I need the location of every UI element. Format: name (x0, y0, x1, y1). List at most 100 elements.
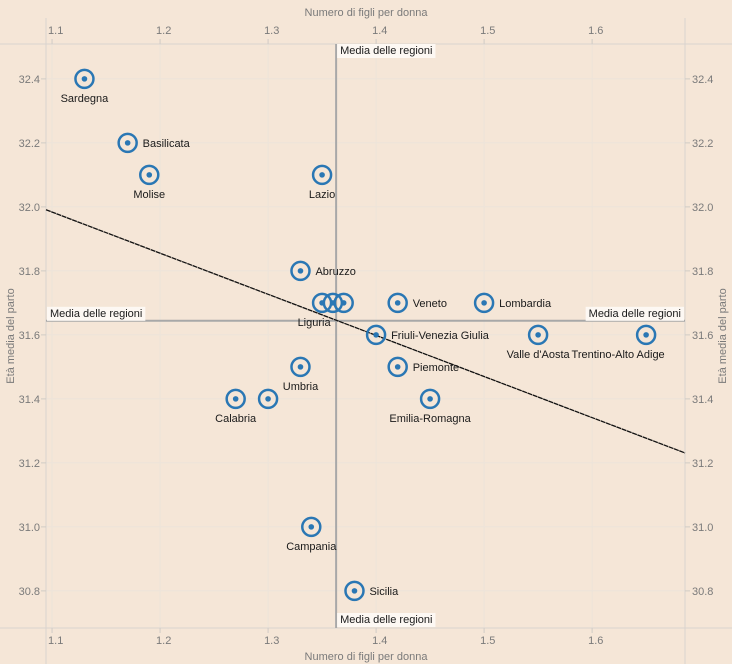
reference-labels: Media delle regioni Media delle regioni Me… (47, 44, 684, 627)
data-point-ring (74, 68, 95, 90)
x-axis-title-bottom: Numero di figli per donna (305, 651, 429, 663)
data-point-ring (257, 388, 279, 410)
data-point-dot (124, 140, 131, 146)
y-tick-label-left: 31.6 (19, 330, 40, 342)
point-label: Liguria (298, 317, 332, 329)
data-point-ring (387, 292, 408, 314)
point-label: Emilia-Romagna (389, 413, 471, 425)
data-point-dot (319, 172, 325, 178)
y-tick-label-right: 31.8 (692, 266, 713, 278)
grid (46, 44, 685, 628)
data-point-ring (344, 580, 365, 602)
y-axis-left: 30.8 31.0 31.2 31.4 31.6 31.8 32.0 32.2 32.4 (19, 74, 46, 598)
x-mean-label-top: Media delle regioni (340, 45, 432, 57)
point-label: Friuli-Venezia Giulia (391, 330, 490, 342)
data-point-dot (351, 588, 358, 594)
data-point-dot (643, 332, 649, 338)
x-mean-label-bottom-background (337, 613, 436, 627)
point-labels: Sardegna Basilicata Molise Lazio Abruzzo Ligu… (61, 93, 665, 598)
data-point-ring (225, 388, 246, 410)
trend-line-group (45, 209, 686, 454)
y-axis-title-right: Età media del parto (717, 288, 729, 383)
x-tick-label-top: 1.4 (372, 25, 387, 37)
y-mean-label-left: Media delle regioni (50, 308, 142, 320)
point-label: Lazio (309, 189, 335, 201)
data-point-dot (394, 300, 401, 306)
data-point-ring (473, 292, 495, 314)
y-tick-label-left: 31.2 (19, 458, 40, 470)
reference-lines (46, 44, 685, 628)
data-point-ring (301, 516, 322, 538)
trend-line (45, 209, 686, 454)
plot-frame (0, 18, 732, 664)
y-mean-label-left-background (47, 306, 146, 321)
y-tick-label-right: 31.6 (692, 330, 713, 342)
x-tick-label-top: 1.5 (480, 25, 495, 37)
data-point-ring (290, 260, 311, 282)
data-point-ring (365, 324, 387, 346)
point-label: Sardegna (61, 93, 110, 105)
y-axis-title-left: Età media del parto (5, 288, 17, 383)
point-label: Trentino-Alto Adige (572, 349, 665, 361)
y-tick-label-right: 32.0 (692, 202, 713, 214)
data-point-dot (340, 300, 347, 306)
y-axis-right: 30.8 31.0 31.2 31.4 31.6 31.8 32.0 32.2 32.4 (685, 74, 713, 598)
y-tick-label-left: 31.8 (19, 266, 40, 278)
data-point-dot (146, 172, 153, 178)
x-tick-label-bottom: 1.4 (372, 635, 387, 647)
y-tick-label-right: 32.4 (692, 74, 713, 86)
data-point-ring (333, 292, 354, 314)
y-tick-label-right: 30.8 (692, 586, 713, 598)
x-tick-label-bottom: 1.6 (588, 635, 603, 647)
data-point-dot (535, 332, 541, 338)
y-mean-label-right: Media delle regioni (589, 308, 681, 320)
x-axis-title-top: Numero di figli per donna (305, 7, 429, 19)
data-point-dot (297, 268, 304, 274)
point-label: Molise (133, 189, 165, 201)
x-tick-label-bottom: 1.1 (48, 635, 63, 647)
point-label: Basilicata (143, 138, 191, 150)
y-tick-label-right: 31.0 (692, 522, 713, 534)
data-point-dot (81, 76, 88, 82)
y-tick-label-right: 31.2 (692, 458, 713, 470)
data-points (74, 68, 657, 602)
x-tick-label-bottom: 1.2 (156, 635, 171, 647)
data-point-ring (311, 164, 333, 186)
point-label: Sicilia (369, 586, 399, 598)
y-tick-label-left: 32.0 (19, 202, 40, 214)
point-label: Abruzzo (315, 266, 355, 278)
y-tick-label-right: 32.2 (692, 138, 713, 150)
y-tick-label-left: 32.4 (19, 74, 40, 86)
x-tick-label-top: 1.3 (264, 25, 279, 37)
y-tick-label-left: 30.8 (19, 586, 40, 598)
data-point-dot (232, 396, 239, 402)
point-label: Lombardia (499, 298, 552, 310)
y-mean-label-right-background (585, 306, 684, 321)
point-label: Calabria (215, 413, 257, 425)
data-point-ring (419, 388, 441, 410)
x-axis-bottom: 1.1 1.2 1.3 1.4 1.5 1.6 (48, 628, 603, 647)
x-tick-label-top: 1.2 (156, 25, 171, 37)
x-mean-label-top-background (337, 44, 436, 58)
data-point-dot (481, 300, 487, 306)
x-tick-label-top: 1.1 (48, 25, 63, 37)
point-label: Piemonte (413, 362, 459, 374)
data-point-dot (427, 396, 433, 402)
x-tick-label-top: 1.6 (588, 25, 603, 37)
point-label: Campania (286, 541, 337, 553)
x-mean-label-bottom: Media delle regioni (340, 614, 432, 626)
data-point-ring (290, 356, 311, 378)
data-point-ring (635, 324, 657, 346)
point-label: Umbria (283, 381, 319, 393)
y-tick-label-left: 32.2 (19, 138, 40, 150)
data-point-ring (527, 324, 549, 346)
y-tick-label-left: 31.0 (19, 522, 40, 534)
y-tick-label-right: 31.4 (692, 394, 713, 406)
data-point-dot (297, 364, 304, 370)
data-point-dot (373, 332, 379, 338)
x-axis-top: 1.1 1.2 1.3 1.4 1.5 1.6 (48, 25, 603, 44)
point-label: Valle d'Aosta (507, 349, 571, 361)
x-tick-label-bottom: 1.5 (480, 635, 495, 647)
point-label: Veneto (413, 298, 447, 310)
